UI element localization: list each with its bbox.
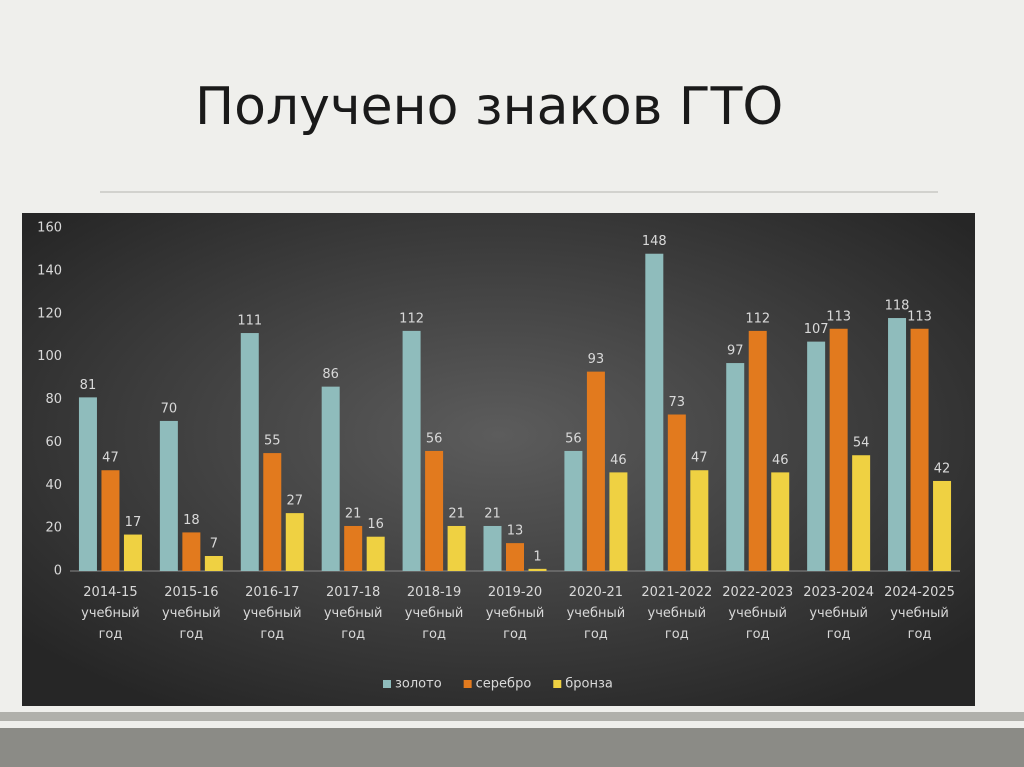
data-label: 148 [642, 234, 667, 249]
y-tick-label: 40 [45, 478, 62, 493]
data-label: 16 [367, 517, 384, 532]
x-tick-label: 2020-21 учебный год [566, 585, 626, 642]
bar [933, 480, 952, 571]
data-label: 21 [448, 506, 465, 521]
data-label: 13 [507, 524, 524, 539]
x-tick-label: 2014-15 учебный год [81, 585, 140, 642]
bar [586, 371, 605, 571]
data-label: 112 [745, 311, 770, 326]
x-tick-label: 2017-18 учебный год [323, 585, 383, 642]
bar [101, 470, 120, 571]
bar [528, 568, 547, 571]
y-tick-label: 20 [45, 521, 62, 536]
bar [240, 333, 259, 571]
data-label: 55 [264, 434, 281, 449]
bar [159, 420, 178, 571]
y-tick-label: 140 [37, 263, 62, 278]
y-tick-label: 0 [54, 564, 62, 579]
data-label: 73 [669, 395, 686, 410]
x-tick-label: 2016-17 учебный год [242, 585, 302, 642]
x-tick-label: 2018-19 учебный год [404, 585, 464, 642]
bar [888, 318, 907, 571]
y-tick-label: 120 [37, 306, 62, 321]
data-label: 86 [322, 367, 339, 382]
data-label: 107 [804, 322, 829, 337]
bar [483, 525, 502, 571]
data-label: 93 [588, 352, 605, 367]
bar [344, 525, 363, 571]
bar [182, 532, 201, 571]
x-tick-label: 2019-20 учебный год [485, 585, 545, 642]
data-label: 113 [907, 309, 932, 324]
bar [667, 414, 686, 571]
bar [78, 397, 97, 571]
bar [263, 453, 282, 571]
bar [204, 555, 223, 571]
y-tick-label: 80 [45, 392, 62, 407]
data-label: 21 [345, 506, 362, 521]
data-label: 42 [934, 461, 951, 476]
data-label: 56 [426, 431, 443, 446]
data-label: 97 [727, 344, 744, 359]
data-label: 81 [80, 378, 97, 393]
data-label: 47 [691, 451, 708, 466]
bar [748, 330, 767, 571]
data-label: 70 [161, 401, 178, 416]
x-tick-label: 2024-2025 учебный год [884, 585, 955, 642]
bar [321, 386, 340, 571]
data-label: 21 [484, 506, 501, 521]
bar [829, 328, 848, 571]
legend-swatch [463, 680, 472, 688]
data-label: 7 [210, 536, 218, 551]
data-label: 46 [772, 453, 789, 468]
band [0, 728, 1024, 767]
data-label: 47 [102, 451, 119, 466]
bar [447, 525, 466, 571]
legend-label: золото [395, 677, 442, 692]
x-tick-label: 2022-2023 учебный год [722, 585, 794, 642]
data-label: 17 [125, 515, 142, 530]
legend-swatch [383, 680, 391, 688]
bar [807, 341, 826, 571]
bar [425, 450, 444, 571]
slide-title: Получено знаков ГТО [195, 77, 783, 137]
bar [852, 455, 871, 571]
y-tick-label: 60 [45, 435, 62, 450]
legend-label: бронза [565, 677, 613, 692]
legend-label: серебро [476, 677, 532, 692]
bar [645, 253, 664, 571]
bar [564, 450, 583, 571]
bar [402, 330, 421, 571]
data-label: 111 [237, 314, 262, 329]
bar [285, 513, 304, 571]
x-tick-label: 2015-16 учебный год [162, 585, 221, 642]
data-label: 112 [399, 311, 424, 326]
y-tick-label: 160 [37, 221, 62, 236]
bar [609, 472, 628, 571]
data-label: 118 [885, 299, 910, 314]
bar [771, 472, 790, 571]
bar [726, 363, 745, 571]
bar [366, 536, 385, 571]
bar [690, 470, 709, 571]
data-label: 46 [610, 453, 627, 468]
data-label: 18 [183, 513, 200, 528]
data-label: 113 [826, 309, 851, 324]
data-label: 54 [853, 436, 870, 451]
bar [123, 534, 142, 571]
legend-swatch [553, 680, 562, 688]
data-label: 56 [565, 431, 582, 446]
data-label: 27 [286, 494, 303, 509]
bar [910, 328, 929, 571]
bar [506, 543, 524, 571]
band [0, 712, 1024, 721]
x-tick-label: 2023-2024 учебный год [803, 585, 875, 642]
y-tick-label: 100 [37, 349, 62, 364]
data-label: 1 [533, 549, 541, 564]
x-tick-label: 2021-2022 учебный год [641, 585, 713, 642]
